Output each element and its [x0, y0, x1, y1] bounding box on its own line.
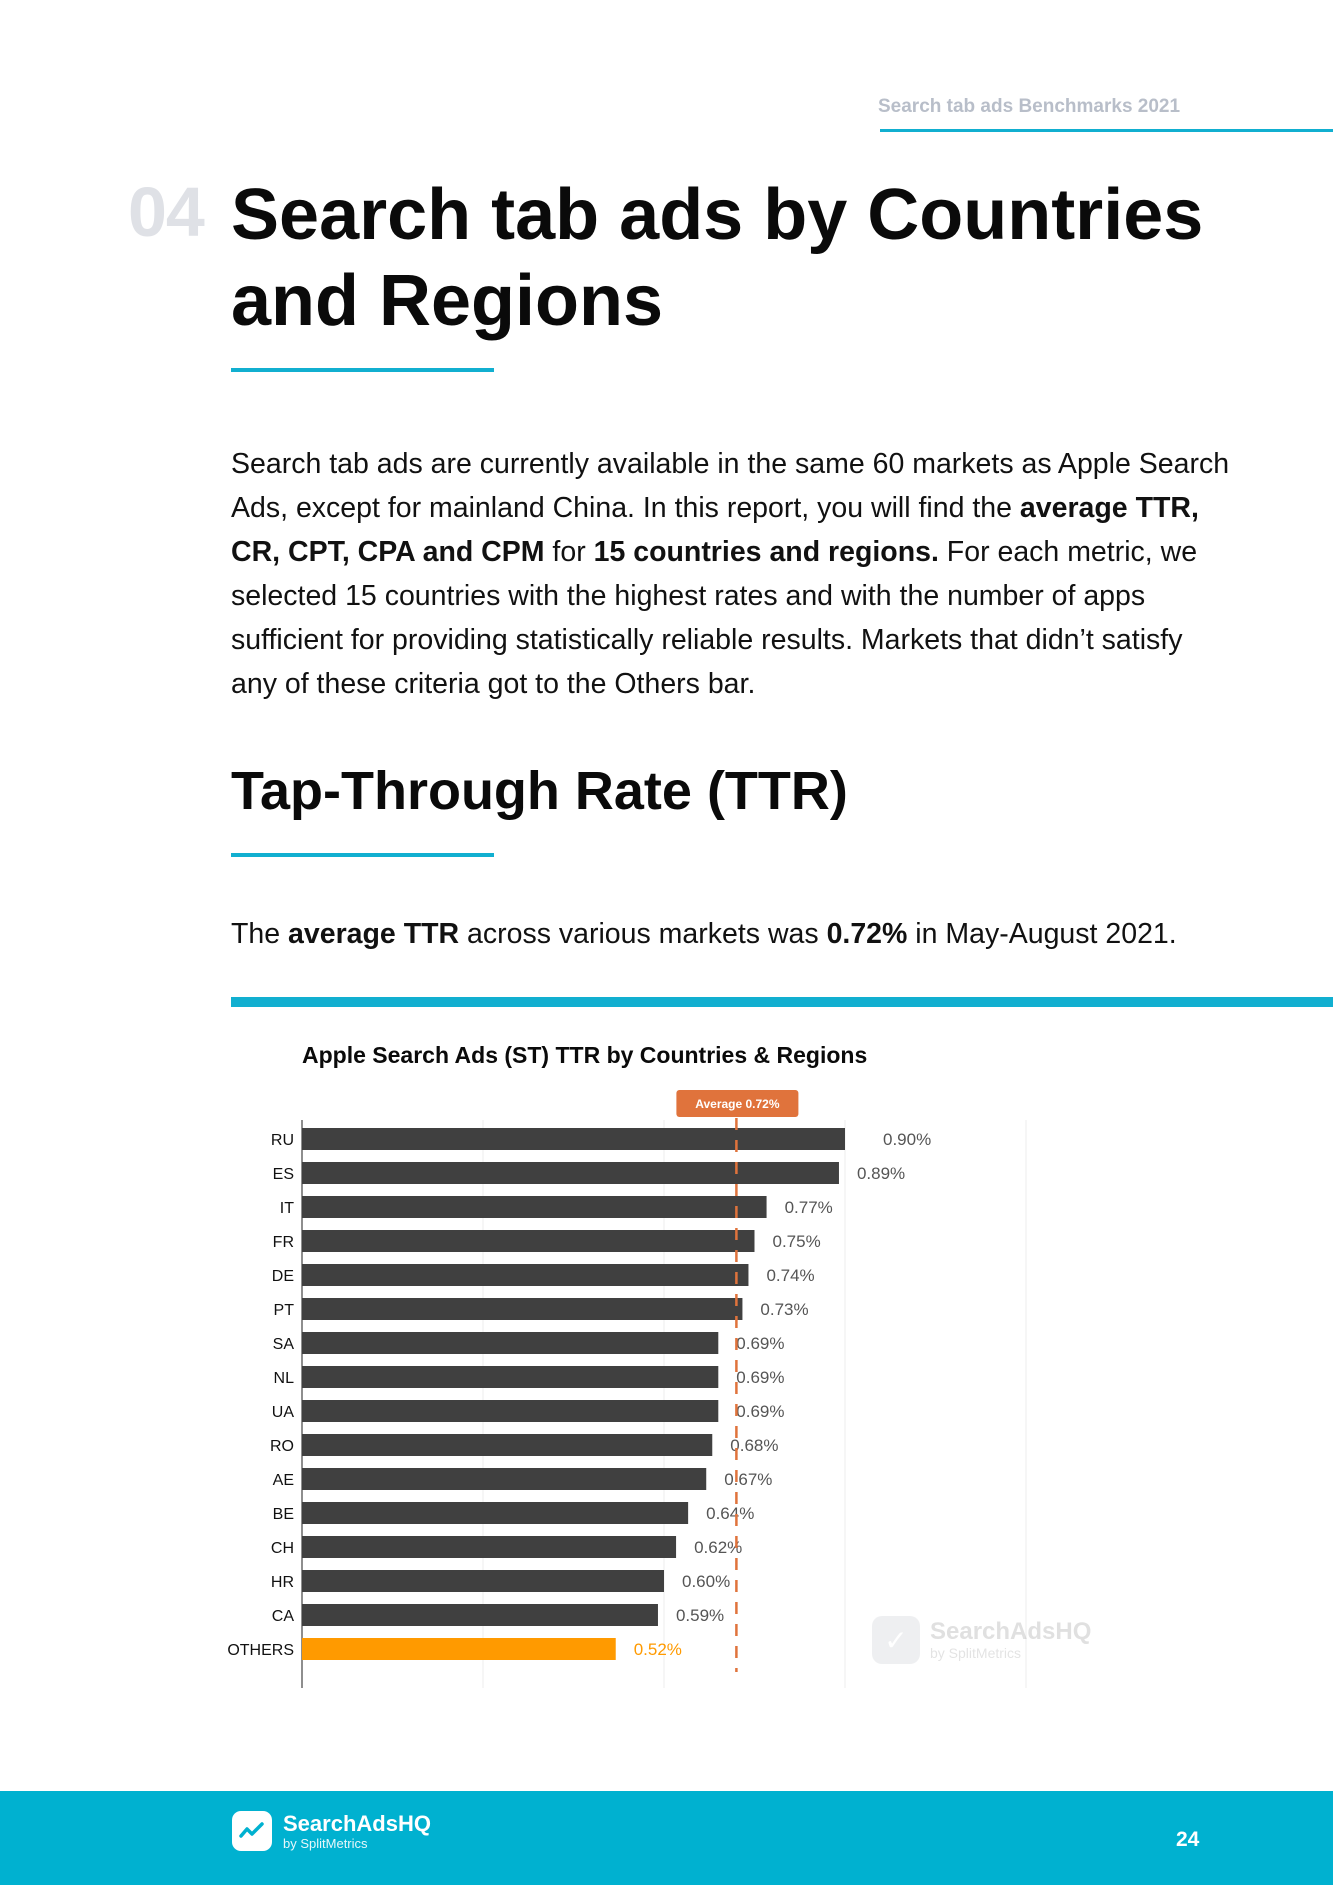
subsection-title: Tap-Through Rate (TTR) [231, 761, 848, 821]
bar-es [302, 1162, 839, 1184]
category-label-pt: PT [274, 1302, 295, 1319]
category-label-ua: UA [272, 1404, 295, 1421]
value-label-ae: 0.67% [724, 1470, 772, 1489]
chart-top-rule [231, 997, 1333, 1007]
bar-de [302, 1264, 749, 1286]
category-label-be: BE [273, 1506, 294, 1523]
bar-ae [302, 1468, 707, 1490]
bar-ua [302, 1400, 719, 1422]
bar-be [302, 1502, 689, 1524]
subsection-underline [231, 853, 494, 857]
bar-it [302, 1196, 767, 1218]
average-label: Average 0.72% [695, 1097, 780, 1111]
value-label-ro: 0.68% [730, 1436, 778, 1455]
footer-bar: SearchAdsHQ by SplitMetrics [0, 1791, 1333, 1885]
value-label-nl: 0.69% [736, 1368, 784, 1387]
searchadshq-logo-icon [232, 1811, 272, 1851]
footer-brand-name: SearchAdsHQ [283, 1811, 431, 1836]
category-label-it: IT [280, 1200, 294, 1217]
value-label-sa: 0.69% [736, 1334, 784, 1353]
searchadshq-logo-icon: ✓ [872, 1616, 920, 1664]
category-label-es: ES [273, 1166, 294, 1183]
page-number: 24 [1176, 1828, 1200, 1851]
page-title: Search tab ads by Countries and Regions [231, 175, 1204, 341]
bar-pt [302, 1298, 743, 1320]
value-label-es: 0.89% [857, 1164, 905, 1183]
bar-ro [302, 1434, 713, 1456]
average-badge [676, 1090, 799, 1117]
value-label-be: 0.64% [706, 1504, 754, 1523]
category-label-fr: FR [273, 1234, 294, 1251]
category-label-ch: CH [271, 1540, 294, 1557]
section-number: 04 [128, 173, 205, 251]
value-label-hr: 0.60% [682, 1572, 730, 1591]
value-label-it: 0.77% [785, 1198, 833, 1217]
category-label-sa: SA [273, 1336, 295, 1353]
running-header-rule [880, 129, 1333, 132]
value-label-ru: 0.90% [883, 1130, 931, 1149]
bar-ru [302, 1128, 845, 1150]
category-label-hr: HR [271, 1574, 294, 1591]
chart-title: Apple Search Ads (ST) TTR by Countries &… [302, 1042, 868, 1068]
title-underline [231, 368, 494, 372]
value-label-ua: 0.69% [736, 1402, 784, 1421]
bar-hr [302, 1570, 664, 1592]
average-summary: The average TTR across various markets w… [231, 918, 1177, 950]
bar-ch [302, 1536, 677, 1558]
category-label-ca: CA [272, 1608, 295, 1625]
value-label-ch: 0.62% [694, 1538, 742, 1557]
footer-brand-sub: by SplitMetrics [283, 1836, 368, 1851]
bar-ca [302, 1604, 658, 1626]
category-label-ro: RO [270, 1438, 294, 1455]
value-label-ca: 0.59% [676, 1606, 724, 1625]
watermark-name: SearchAdsHQ [930, 1618, 1092, 1645]
value-label-de: 0.74% [766, 1266, 814, 1285]
intro-paragraph: Search tab ads are currently available i… [231, 448, 1230, 700]
bar-fr [302, 1230, 755, 1252]
bar-others [302, 1638, 616, 1660]
footer-brand: SearchAdsHQ by SplitMetrics [283, 1811, 431, 1852]
watermark-sub: by SplitMetrics [930, 1645, 1022, 1661]
running-header: Search tab ads Benchmarks 2021 [878, 96, 1181, 117]
category-label-de: DE [272, 1268, 294, 1285]
bar-sa [302, 1332, 719, 1354]
ttr-bar-chart: RU 0.90% ES 0.89% IT 0.77% FR 0.75% DE 0.74% PT 0.7… [227, 1090, 1027, 1688]
category-label-ae: AE [273, 1472, 294, 1489]
category-label-others: OTHERS [227, 1642, 294, 1659]
category-label-nl: NL [274, 1370, 295, 1387]
value-label-pt: 0.73% [760, 1300, 808, 1319]
chart-watermark: ✓ SearchAdsHQ by SplitMetrics [872, 1616, 1091, 1664]
value-label-fr: 0.75% [773, 1232, 821, 1251]
bar-nl [302, 1366, 719, 1388]
value-label-others: 0.52% [634, 1640, 682, 1659]
category-label-ru: RU [271, 1132, 294, 1149]
